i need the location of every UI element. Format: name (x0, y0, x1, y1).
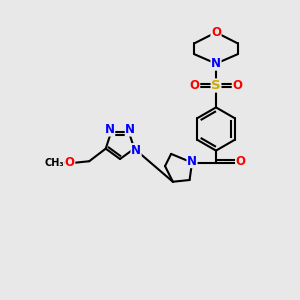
Text: O: O (232, 79, 242, 92)
Text: O: O (236, 155, 246, 168)
Text: O: O (65, 156, 75, 169)
Text: N: N (187, 154, 197, 168)
Text: S: S (211, 79, 221, 92)
Text: CH₃: CH₃ (44, 158, 64, 168)
Text: N: N (131, 144, 141, 157)
Text: O: O (190, 79, 200, 92)
Text: N: N (125, 123, 135, 136)
Text: N: N (211, 57, 221, 70)
Text: O: O (211, 26, 221, 39)
Text: N: N (105, 123, 115, 136)
